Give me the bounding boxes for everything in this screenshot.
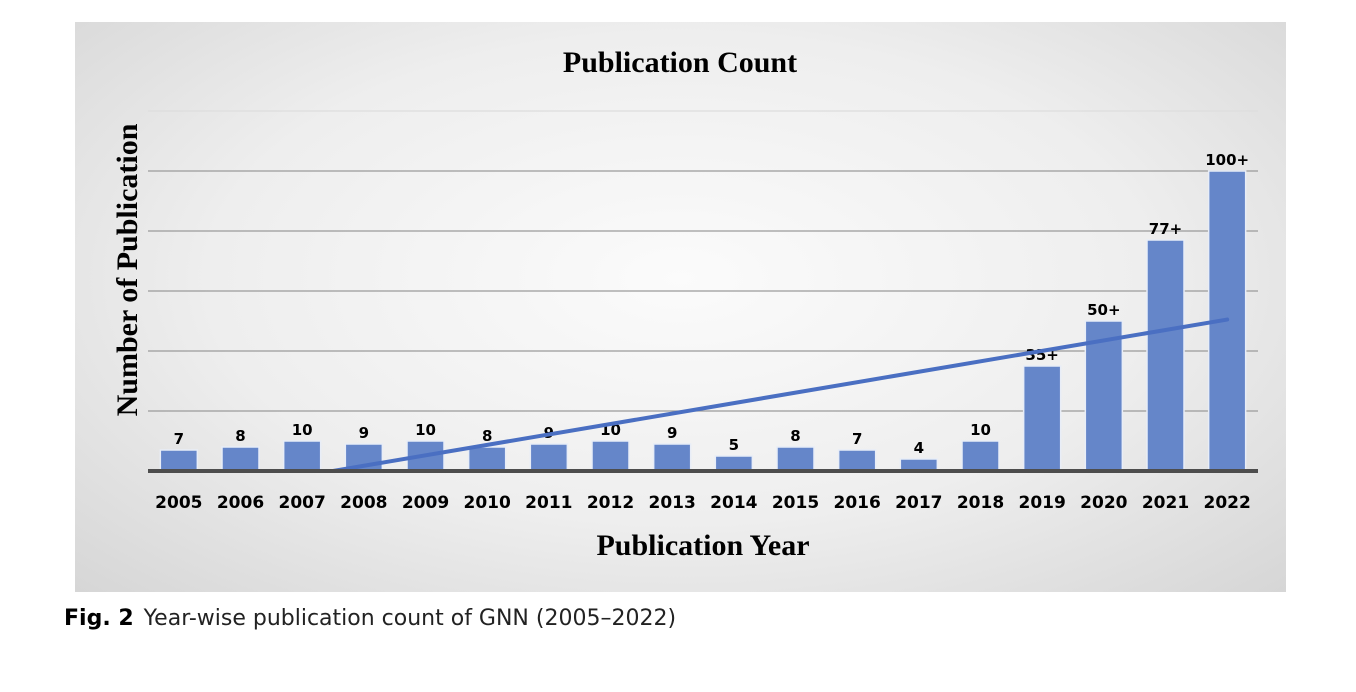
data-label-2020: 50+ bbox=[1087, 301, 1120, 319]
data-label-2007: 10 bbox=[292, 421, 313, 439]
bar-2007 bbox=[282, 440, 322, 472]
x-tick-2021: 2021 bbox=[1142, 493, 1189, 513]
data-label-2015: 8 bbox=[790, 427, 800, 445]
x-tick-labels: 2005 2006 2007 2008 2009 2010 2011 2012 2013 2014… bbox=[155, 493, 1251, 513]
caption-text: Year-wise publication count of GNN (2005… bbox=[143, 606, 677, 631]
chart-title: Publication Count bbox=[563, 46, 797, 79]
x-tick-2019: 2019 bbox=[1019, 493, 1066, 513]
data-label-2016: 7 bbox=[852, 430, 862, 448]
bar-2018 bbox=[961, 440, 1000, 472]
x-tick-2007: 2007 bbox=[279, 493, 326, 513]
x-tick-2014: 2014 bbox=[710, 493, 757, 513]
bar-2005 bbox=[159, 449, 199, 472]
x-tick-2016: 2016 bbox=[834, 493, 881, 513]
bar-2019 bbox=[1022, 365, 1062, 472]
chart-panel bbox=[75, 22, 1286, 592]
data-label-2013: 9 bbox=[667, 424, 677, 442]
x-tick-2013: 2013 bbox=[649, 493, 696, 513]
bar-2013 bbox=[652, 443, 692, 472]
bar-2010 bbox=[467, 446, 507, 472]
gridlines bbox=[148, 110, 1258, 412]
bars bbox=[159, 170, 1247, 472]
bar-2015 bbox=[776, 446, 815, 472]
bar-2012 bbox=[591, 440, 630, 472]
y-axis-title: Number of Publication bbox=[111, 123, 144, 416]
bar-2016 bbox=[837, 449, 877, 472]
data-label-2014: 5 bbox=[729, 436, 739, 454]
x-axis-title: Publication Year bbox=[596, 529, 809, 562]
trendline-path bbox=[331, 317, 1230, 473]
x-tick-2010: 2010 bbox=[464, 493, 511, 513]
data-labels: 78109108910958741035+50+77+100+ bbox=[174, 151, 1249, 457]
x-tick-2018: 2018 bbox=[957, 493, 1004, 513]
bar-chart: Publication Count Number of Publication … bbox=[111, 46, 1258, 562]
x-tick-2012: 2012 bbox=[587, 493, 634, 513]
bar-2006 bbox=[221, 446, 260, 472]
bar-2021 bbox=[1146, 239, 1185, 472]
x-tick-2009: 2009 bbox=[402, 493, 449, 513]
data-label-2010: 8 bbox=[482, 427, 492, 445]
bar-2014 bbox=[714, 455, 754, 472]
figure-caption: Fig. 2 Year-wise publication count of GNN… bbox=[64, 606, 676, 631]
trendline bbox=[331, 317, 1230, 473]
data-label-2005: 7 bbox=[174, 430, 184, 448]
data-label-2022: 100+ bbox=[1205, 151, 1249, 169]
x-tick-2005: 2005 bbox=[155, 493, 202, 513]
x-tick-2017: 2017 bbox=[895, 493, 942, 513]
data-label-2009: 10 bbox=[415, 421, 436, 439]
data-label-2006: 8 bbox=[235, 427, 245, 445]
data-label-2008: 9 bbox=[359, 424, 369, 442]
data-label-2017: 4 bbox=[914, 439, 924, 457]
caption-label: Fig. 2 bbox=[64, 606, 134, 631]
x-tick-2006: 2006 bbox=[217, 493, 264, 513]
data-label-2018: 10 bbox=[970, 421, 991, 439]
bar-2011 bbox=[529, 443, 569, 472]
x-tick-2022: 2022 bbox=[1204, 493, 1251, 513]
x-tick-2020: 2020 bbox=[1080, 493, 1127, 513]
x-tick-2011: 2011 bbox=[525, 493, 572, 513]
x-tick-2015: 2015 bbox=[772, 493, 819, 513]
data-label-2021: 77+ bbox=[1149, 220, 1182, 238]
x-tick-2008: 2008 bbox=[340, 493, 387, 513]
